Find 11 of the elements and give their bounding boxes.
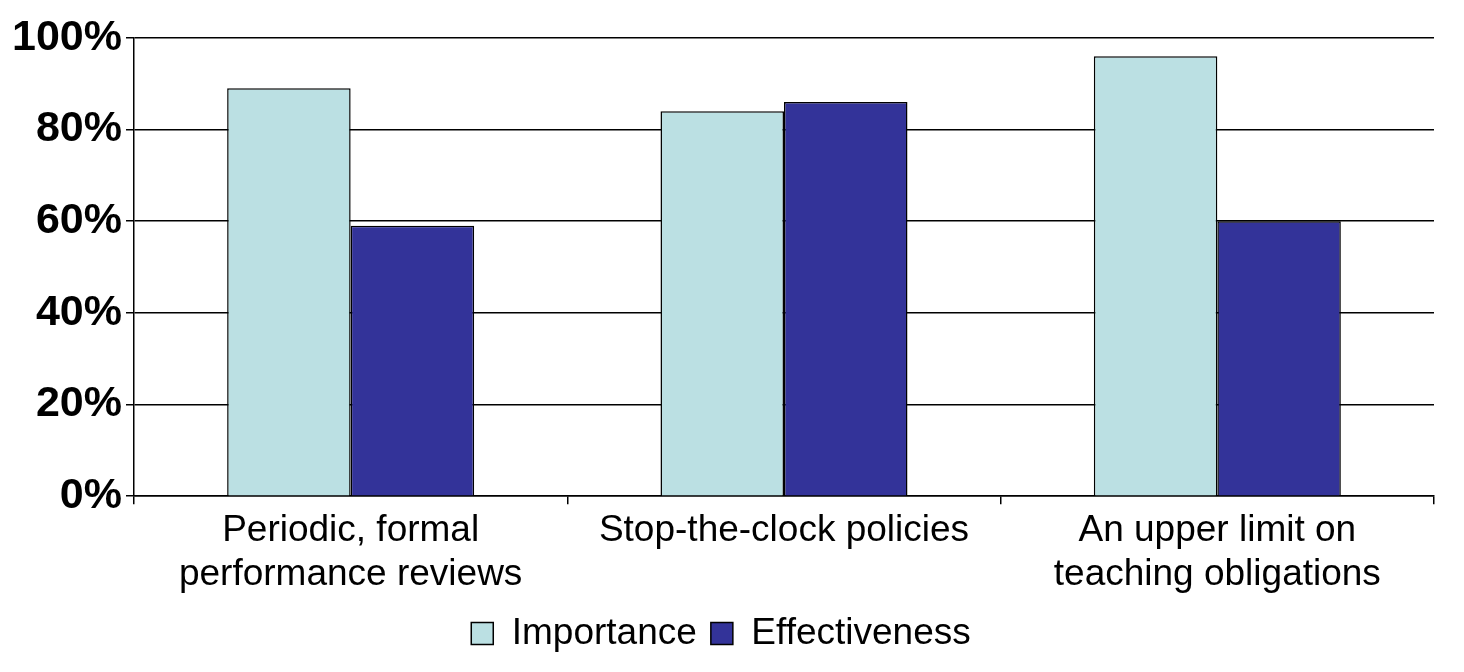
legend-label: Effectiveness (751, 610, 971, 652)
legend-label: Importance (511, 610, 697, 652)
y-tick-label: 100% (11, 10, 122, 59)
y-tick-label: 80% (35, 102, 122, 151)
y-tick-label: 0% (59, 469, 122, 518)
x-tick-label: Stop-the-clock policies (598, 507, 970, 549)
y-tick-label: 40% (35, 285, 122, 334)
x-tick-label: An upper limit on teaching obligations (1053, 507, 1381, 593)
y-tick-label: 60% (35, 194, 122, 243)
y-tick-label: 20% (35, 377, 122, 426)
x-tick-label: Periodic, formal performance reviews (178, 507, 523, 593)
